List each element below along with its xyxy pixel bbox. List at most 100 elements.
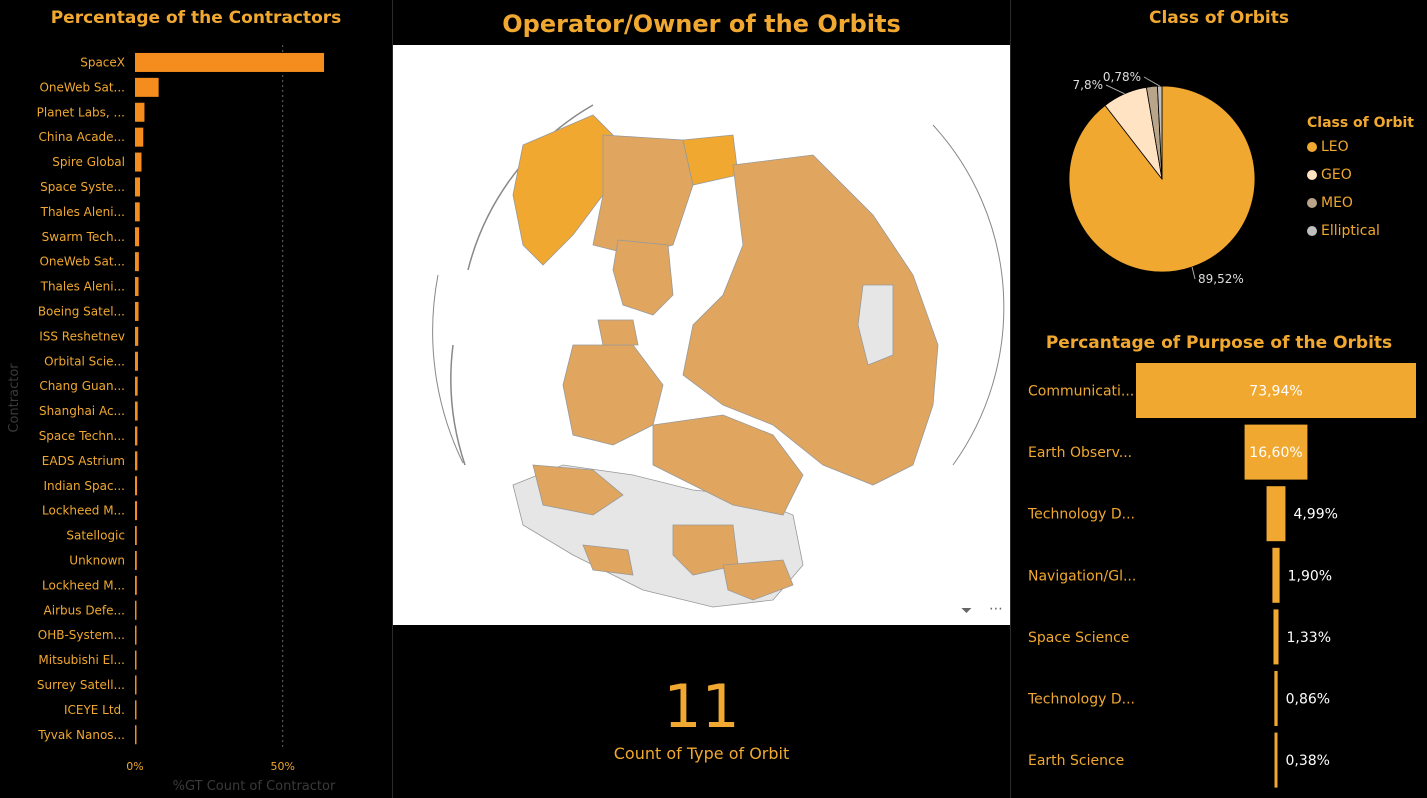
map-region-egypt[interactable] [672, 524, 739, 576]
map-region-middle-east[interactable] [652, 414, 804, 516]
contractor-label: Lockheed M... [42, 504, 125, 518]
map-region-greenland[interactable] [612, 239, 674, 316]
contractor-bar [135, 625, 137, 645]
pie-legend-label: GEO [1321, 167, 1352, 183]
contractor-bar [135, 401, 138, 421]
divider-right [1010, 0, 1011, 798]
contractor-bar [135, 77, 159, 97]
contractors-panel: Percentage of the Contractors SpaceX OneW… [0, 0, 392, 798]
contractor-label: OHB-System... [38, 628, 125, 642]
contractor-label: OneWeb Sat... [39, 80, 125, 94]
pie-data-label: 7,8% [1073, 78, 1104, 92]
contractor-bar [135, 252, 139, 272]
purpose-category-label: Earth Observ... [1028, 445, 1132, 461]
contractor-bar [135, 326, 139, 346]
contractor-bar [135, 700, 137, 720]
contractor-bar [135, 550, 137, 570]
purpose-data-label: 16,60% [1249, 445, 1302, 461]
divider-left [392, 0, 393, 798]
contractor-label: Boeing Satel... [38, 304, 125, 318]
contractor-label: China Acade... [39, 130, 125, 144]
contractor-label: Satellogic [66, 529, 125, 543]
contractors-bar-chart[interactable]: SpaceX OneWeb Sat... Planet Labs, ... China… [0, 0, 392, 798]
map-region-russia[interactable] [682, 154, 939, 486]
purpose-bar [1273, 609, 1279, 665]
purpose-category-label: Technology D... [1027, 692, 1135, 708]
contractor-label: Space Syste... [40, 180, 125, 194]
contractor-label: Space Techn... [39, 429, 125, 443]
contractor-label: Thales Aleni... [40, 280, 125, 294]
contractor-label: ICEYE Ltd. [64, 703, 125, 717]
map-region-europe[interactable] [562, 344, 664, 446]
contractor-bar [135, 600, 137, 620]
pie-slice [1157, 85, 1163, 180]
contractor-bar [135, 575, 137, 595]
x-tick-label: 50% [270, 760, 294, 773]
contractor-label: Shanghai Ac... [39, 404, 125, 418]
map-region-alaska[interactable] [682, 134, 739, 186]
purpose-category-label: Navigation/Gl... [1028, 568, 1136, 584]
purpose-category-label: Technology D... [1027, 507, 1135, 523]
contractor-bar [135, 152, 142, 172]
contractor-label: Planet Labs, ... [37, 105, 125, 119]
globe-edge [432, 274, 464, 464]
contractor-bar [135, 52, 325, 72]
purpose-bar [1136, 363, 1416, 418]
map-region-arabia[interactable] [722, 559, 794, 601]
pie-legend-label: LEO [1321, 139, 1349, 155]
legend-dot-icon [1307, 198, 1317, 208]
legend-dot-icon [1307, 170, 1317, 180]
purpose-category-label: Space Science [1028, 630, 1129, 646]
contractor-bar [135, 202, 140, 222]
map-region-north-america-west[interactable] [512, 114, 614, 266]
pie-leader-line [1143, 76, 1160, 87]
purpose-data-label: 73,94% [1249, 384, 1302, 400]
purpose-data-label: 0,38% [1286, 753, 1330, 769]
legend-dot-icon [1307, 226, 1317, 236]
pie-leader-line [1105, 84, 1125, 95]
contractor-bar [135, 725, 137, 745]
filter-icon[interactable]: ⏷ [961, 603, 973, 619]
map-region-east-asia-gray[interactable] [857, 284, 894, 366]
purpose-chart-title: Percantage of Purpose of the Orbits [1045, 333, 1393, 353]
contractor-bar [135, 102, 145, 122]
contractor-bar [135, 675, 137, 695]
map-region-iceland[interactable] [597, 319, 639, 346]
contractor-bar [135, 526, 137, 546]
pie-legend-item[interactable]: MEO [1307, 195, 1353, 211]
contractor-bar [135, 476, 138, 496]
right-charts-svg[interactable]: 89,52% 7,8%0,78% Communicati... 73,94% Earth… [1011, 0, 1427, 798]
contractor-bar [135, 227, 140, 247]
contractor-bar [135, 501, 138, 521]
pie-legend-label: Elliptical [1321, 223, 1380, 239]
map-region-west-africa[interactable] [582, 544, 634, 576]
contractor-label: Unknown [69, 553, 125, 567]
contractor-bar [135, 127, 144, 147]
pie-chart-title: Class of Orbits [1148, 8, 1289, 28]
globe-edge [450, 344, 466, 466]
pie-legend-item[interactable]: GEO [1307, 167, 1352, 183]
kpi-label: Count of Type of Orbit [613, 744, 790, 763]
contractor-bar [135, 426, 138, 446]
pie-data-label: 89,52% [1198, 272, 1244, 286]
more-options-icon[interactable]: ⋯ [989, 601, 1003, 617]
contractor-label: Lockheed M... [42, 578, 125, 592]
contractor-label: Tyvak Nanos... [37, 728, 125, 742]
map-region-north-africa[interactable] [532, 464, 624, 516]
right-panel: 89,52% 7,8% 0,78% Communicati... 73,94% Earth… [1011, 0, 1427, 798]
map-title: Operator/Owner of the Orbits [502, 10, 901, 38]
globe-map[interactable]: ⏷ ⋯ [393, 45, 1010, 625]
globe-map-svg [432, 104, 1005, 608]
contractor-bar [135, 351, 138, 371]
map-region-north-america[interactable] [592, 134, 694, 256]
map-panel: Operator/Owner of the Orbits ⏷ ⋯ [393, 0, 1010, 798]
contractor-label: Surrey Satell... [37, 678, 125, 692]
globe-edge [467, 104, 594, 271]
y-axis-title: Contractor [7, 363, 22, 433]
globe-edge [932, 124, 1005, 466]
contractor-label: Swarm Tech... [42, 230, 125, 244]
pie-legend-item[interactable]: Elliptical [1307, 223, 1380, 239]
x-axis-title: %GT Count of Contractor [173, 779, 336, 794]
contractor-label: Orbital Scie... [44, 354, 125, 368]
pie-legend-item[interactable]: LEO [1307, 139, 1349, 155]
